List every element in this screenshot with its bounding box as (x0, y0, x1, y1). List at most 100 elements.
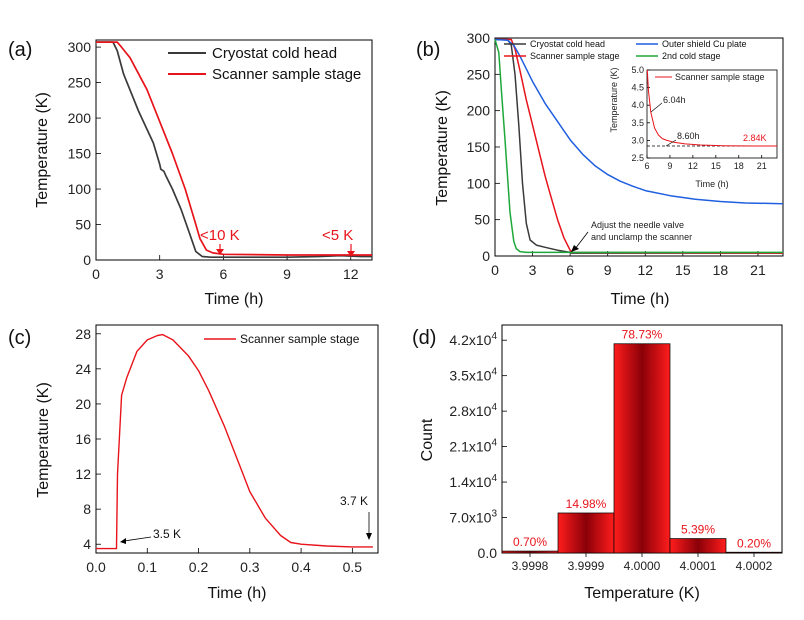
panel-b-y-ticks: 0 50 100 150 200 250 300 (467, 30, 500, 264)
panel-c-series (96, 333, 373, 550)
panel-b-inset-annotation-860: 8.60h (677, 131, 700, 141)
y-tick-label: 2.5 (631, 153, 644, 163)
panel-d-y-ticks: 0.07.0x1031.4x1042.1x1042.8x1043.5x1044.… (449, 331, 507, 561)
x-tick-label: 9 (667, 161, 672, 171)
panel-b-legend-0: Cryostat cold head (530, 39, 605, 49)
panel-b-legend-1: Scanner sample stage (530, 51, 620, 61)
panel-b-inset-legend: Scanner sample stage (675, 72, 765, 82)
y-tick-label: 3.5 (631, 118, 644, 128)
panel-a-y-ticks: 0 50 100 150 200 250 300 (68, 39, 101, 268)
panel-a-x-ticks: 0 3 6 9 12 (92, 255, 359, 282)
x-tick-label: 21 (750, 262, 766, 278)
x-tick-label: 12 (637, 262, 653, 278)
panel-a-annotation-5k: <5 K (322, 227, 353, 244)
x-tick-label: 4.0001 (680, 559, 717, 573)
bar-4.0001 (669, 538, 727, 554)
bar-label-4.0002: 0.20% (737, 536, 771, 550)
panel-d-ylabel: Count (419, 418, 436, 461)
panel-b-legend-2: Outer shield Cu plate (662, 39, 747, 49)
x-tick-label: 3 (156, 266, 164, 282)
panel-b-label: (b) (416, 39, 440, 61)
y-tick-label: 300 (68, 39, 92, 55)
panel-c-label: (c) (8, 327, 31, 349)
series-line-green (494, 39, 783, 254)
panel-a-annotation-10k: <10 K (200, 227, 240, 244)
panel-c-frame (95, 324, 379, 554)
y-tick-label: 28 (75, 326, 91, 342)
panel-c-annotation-37k: 3.7 K (340, 494, 368, 508)
panel-c-ylabel: Temperature (K) (35, 382, 52, 498)
y-tick-exponent: 4 (491, 367, 497, 378)
x-tick-label: 0 (92, 266, 100, 282)
bar-label-3.9999: 14.98% (566, 497, 607, 511)
x-tick-label: 0.2 (189, 559, 209, 575)
panel-b-inset-annotation-604: 6.04h (663, 95, 686, 105)
panel-d-xlabel: Temperature (K) (584, 585, 700, 602)
y-tick-mantissa: 4.2x10 (449, 332, 491, 348)
panel-b-inset-series (646, 69, 777, 147)
panel-b-annotation-line2: and unclamp the scanner (591, 232, 692, 242)
x-tick-label: 6 (219, 266, 227, 282)
y-tick-mantissa: 1.4x10 (449, 474, 491, 490)
panel-a-series (96, 41, 372, 259)
panel-c-arrowhead-35k (120, 538, 126, 544)
panel-c-arrow-35k (123, 536, 152, 542)
panel-b: (b) 0 50 100 150 200 250 300 0 3 6 9 12 15 18 21 Temp… (416, 30, 784, 308)
y-tick-label: 8 (83, 501, 91, 517)
y-tick-exponent: 3 (491, 509, 497, 520)
panel-b-inset-annotation-284: 2.84K (743, 133, 767, 143)
panel-b-legend-3: 2nd cold stage (662, 51, 721, 61)
x-tick-label: 6 (566, 262, 574, 278)
x-tick-label: 15 (675, 262, 691, 278)
y-tick-label: 5.0 (631, 65, 644, 75)
y-tick-exponent: 4 (491, 473, 497, 484)
y-tick-label: 100 (68, 181, 92, 197)
y-tick-mantissa: 2.8x10 (449, 403, 491, 419)
x-tick-label: 9 (604, 262, 612, 278)
bar-4.0000 (613, 343, 671, 554)
y-tick-exponent: 4 (491, 402, 497, 413)
y-tick-label: 4 (83, 536, 91, 552)
x-tick-label: 12 (343, 266, 359, 282)
y-tick-label: 2.8x104 (449, 402, 497, 419)
x-tick-label: 4.0000 (624, 559, 661, 573)
y-tick-label: 50 (75, 217, 91, 233)
panel-b-inset: 2.5 3.0 3.5 4.0 4.5 5.0 6 9 12 15 18 21 Temperatur… (609, 65, 778, 189)
series-line-black (96, 41, 372, 259)
bar-label-4.0001: 5.39% (681, 523, 715, 537)
y-tick-label: 24 (75, 361, 91, 377)
panel-c-y-ticks: 4 8 12 16 20 24 28 (75, 326, 101, 552)
panel-b-ylabel: Temperature (K) (434, 90, 451, 206)
series-line-red (646, 69, 777, 147)
y-tick-label: 4.5 (631, 83, 644, 93)
y-tick-label: 150 (68, 146, 92, 162)
panel-c-xlabel: Time (h) (208, 585, 267, 602)
y-tick-label: 3.5x104 (449, 367, 497, 384)
panel-c-legend: Scanner sample stage (240, 332, 360, 346)
x-tick-label: 21 (757, 161, 767, 171)
panel-b-inset-arrow-860 (665, 139, 677, 147)
panel-b-inset-arrow-604 (650, 102, 663, 113)
y-tick-label: 250 (467, 66, 491, 82)
panel-b-annotation-arrow (574, 231, 589, 250)
y-tick-label: 300 (467, 30, 491, 46)
x-tick-label: 3.9998 (512, 559, 549, 573)
y-tick-label: 0 (83, 252, 91, 268)
x-tick-label: 0.4 (291, 559, 311, 575)
x-tick-label: 18 (734, 161, 744, 171)
panel-b-inset-x-ticks: 6 9 12 15 18 21 (644, 155, 767, 171)
panel-b-inset-frame (646, 69, 778, 159)
y-tick-label: 0 (482, 248, 490, 264)
y-tick-exponent: 4 (491, 331, 497, 342)
x-tick-label: 3 (529, 262, 537, 278)
x-tick-label: 12 (688, 161, 698, 171)
y-tick-label: 7.0x103 (449, 509, 497, 526)
series-line-red (495, 38, 784, 254)
bar-label-4.0000: 78.73% (622, 328, 663, 342)
x-tick-label: 6 (644, 161, 649, 171)
panel-a: (a) 0 50 100 150 200 250 300 0 3 6 9 12 Temperatur… (8, 39, 373, 308)
panel-a-arrowhead-10k (216, 249, 224, 255)
panel-d-label: (d) (412, 327, 436, 349)
y-tick-label: 0.0 (478, 545, 498, 561)
